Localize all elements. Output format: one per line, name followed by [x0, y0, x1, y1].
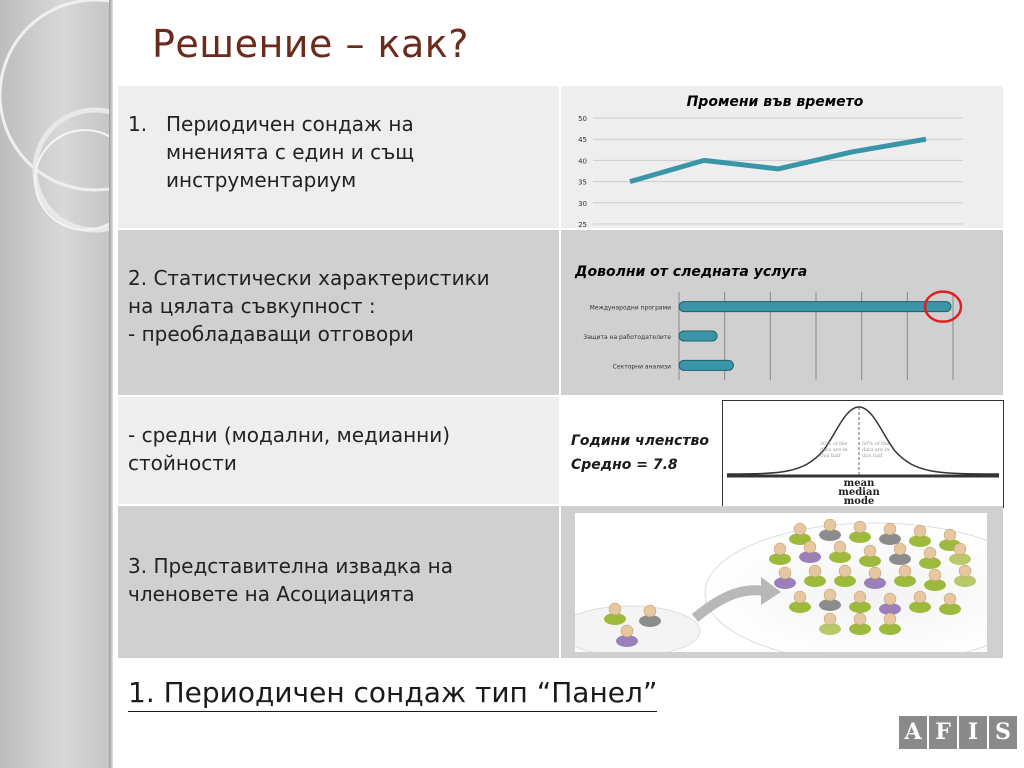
sample-illustration-cell [561, 506, 1003, 658]
logo-letter: S [989, 716, 1017, 749]
person-icon [819, 518, 841, 541]
row-2-text: 2. Статистически характеристики на цялат… [128, 264, 490, 348]
person-icon [829, 540, 851, 563]
highlight-circle [923, 290, 963, 323]
person-icon [849, 590, 871, 613]
person-icon [849, 612, 871, 635]
y-tick-label: 50 [578, 115, 587, 123]
bar [678, 301, 952, 313]
page-title: Решение – как? [152, 22, 469, 66]
row-1-text-cell: 1. Периодичен сондаж на мненията с един … [118, 86, 559, 228]
person-icon [789, 590, 811, 613]
sample-illustration [575, 513, 987, 652]
bar [678, 330, 718, 342]
person-icon [864, 566, 886, 589]
person-icon [889, 542, 911, 565]
bar [678, 359, 734, 371]
y-tick-label: 35 [578, 179, 587, 187]
row-2-text-cell: 2. Статистически характеристики на цялат… [118, 230, 559, 395]
mean-label: mean [844, 478, 875, 489]
mode-label: mode [844, 496, 875, 507]
line-series [629, 136, 927, 185]
person-icon [639, 604, 661, 627]
text-line: - преобладаващи отговори [128, 322, 414, 346]
person-icon [924, 568, 946, 591]
logo-letter: I [959, 716, 987, 749]
y-tick-label: 40 [578, 157, 587, 165]
decorative-circles [0, 0, 113, 233]
person-icon [819, 588, 841, 611]
row-4-text-cell: 3. Представителна извадка на членовете н… [118, 506, 559, 658]
y-tick-label: 45 [578, 136, 587, 144]
afis-logo: A F I S [899, 716, 1017, 749]
bar-category-label: Секторни анализи [613, 363, 671, 370]
table-row: 3. Представителна извадка на членовете н… [118, 506, 1003, 658]
text-line: на цялата съвкупност : [128, 294, 376, 318]
person-icon [616, 624, 638, 647]
text-line: - средни (модални, медианни) [128, 423, 451, 447]
row-4-text: 3. Представителна извадка на членовете н… [128, 552, 453, 608]
logo-letter: F [929, 716, 957, 749]
person-icon [939, 592, 961, 615]
person-icon [919, 546, 941, 569]
person-icon [804, 564, 826, 587]
sample-area [575, 605, 701, 652]
y-tick-label: 30 [578, 200, 587, 208]
person-icon [799, 540, 821, 563]
person-icon [879, 522, 901, 545]
table-row: 1. Периодичен сондаж на мненията с един … [118, 86, 1003, 236]
person-icon [604, 602, 626, 625]
bar-chart-title: Доволни от следната услуга [574, 264, 807, 280]
person-icon [879, 612, 901, 635]
person-icon [954, 564, 976, 587]
membership-label: Години членство [571, 433, 709, 449]
bar-category-label: Защита на работодателите [583, 334, 671, 341]
row-1-text: Периодичен сондаж на мненията с един и с… [166, 110, 414, 194]
person-icon [949, 542, 971, 565]
median-label: median [838, 487, 880, 498]
membership-average: Средно = 7.8 [571, 457, 678, 473]
left-half-note: 50% of the data are in this half [820, 441, 848, 459]
person-icon [879, 592, 901, 615]
bar-category-label: Международни програми [590, 305, 671, 312]
person-icon [909, 524, 931, 547]
person-icon [774, 566, 796, 589]
text-line: мненията с един и същ [166, 140, 415, 164]
table-row: - средни (модални, медианни) стойности Г… [118, 397, 1004, 508]
text-line: 2. Статистически характеристики [128, 266, 490, 290]
person-icon [834, 564, 856, 587]
list-number: 1. [128, 112, 148, 136]
row-3-text: - средни (модални, медианни) стойности [128, 421, 450, 477]
person-icon [909, 590, 931, 613]
bar-chart-cell: Доволни от следната услуга Международни … [561, 230, 1003, 395]
sample-arrow-body [691, 585, 766, 622]
text-line: инструментариум [166, 168, 357, 192]
line-chart-title: Промени във времето [687, 94, 864, 110]
bar-chart: Доволни от следната услуга Международни … [574, 264, 963, 380]
text-line: 3. Представителна извадка на [128, 554, 453, 578]
table-row: 2. Статистически характеристики на цялат… [118, 230, 1003, 395]
text-line: стойности [128, 451, 237, 475]
footer-caption: 1. Периодичен сондаж тип “Панел” [128, 676, 658, 712]
row-3-text-cell: - средни (модални, медианни) стойности [118, 397, 559, 504]
person-icon [789, 522, 811, 545]
normal-curve-figure: 50% of the data are in this half 50% of … [722, 400, 1004, 508]
sample-arrow-head [761, 577, 781, 605]
person-icon [849, 520, 871, 543]
logo-letter: A [899, 716, 927, 749]
right-half-note: 50% of the data are in this half [862, 441, 890, 459]
decorative-side-strip [0, 0, 113, 768]
text-line: Периодичен сондаж на [166, 112, 414, 136]
person-icon [859, 544, 881, 567]
person-icon [769, 542, 791, 565]
person-icon [894, 564, 916, 587]
membership-cell: Години членство Средно = 7.8 50% of the … [561, 397, 1004, 508]
text-line: членовете на Асоциацията [128, 582, 415, 606]
person-icon [819, 612, 841, 635]
y-tick-label: 25 [578, 221, 587, 228]
membership-text: Години членство Средно = 7.8 [571, 429, 709, 477]
